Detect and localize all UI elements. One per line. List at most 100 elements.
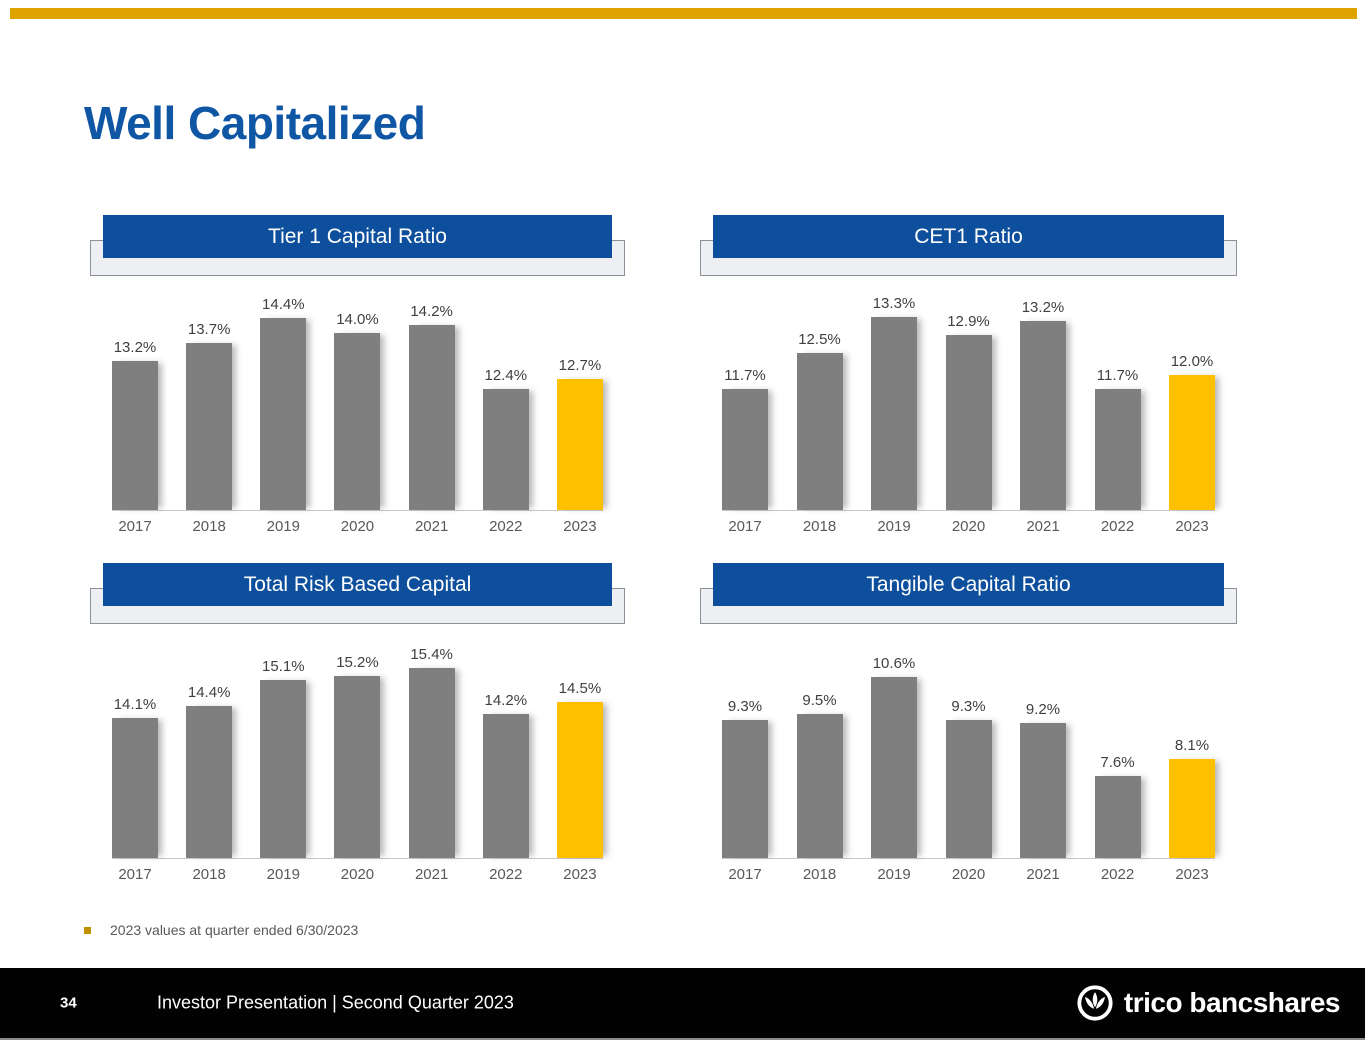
year-label: 2019 xyxy=(877,866,911,883)
bar xyxy=(260,318,307,510)
bar-column: 11.7% xyxy=(722,367,768,510)
bar-column: 9.3% xyxy=(945,698,992,858)
company-logo: trico bancshares xyxy=(1076,984,1341,1022)
bar-value-label: 13.2% xyxy=(1021,299,1065,316)
bar-value-label: 7.6% xyxy=(1100,754,1135,771)
year-label: 2022 xyxy=(489,518,523,535)
year-label: 2019 xyxy=(266,518,300,535)
bar-column: 14.4% xyxy=(186,684,233,858)
bar-value-label: 15.4% xyxy=(410,646,453,663)
bar-value-label: 14.2% xyxy=(484,692,528,709)
year-label: 2017 xyxy=(118,866,152,883)
bar-column: 12.4% xyxy=(482,367,529,510)
charts-grid: Tier 1 Capital Ratio 13.2% 13.7% 14.4% 14.0… xyxy=(90,215,1237,883)
bar xyxy=(186,343,233,510)
bar-value-label: 11.7% xyxy=(1096,367,1139,384)
bar-column: 12.9% xyxy=(945,313,992,510)
chart-header: Total Risk Based Capital xyxy=(90,563,625,624)
bar xyxy=(334,333,381,510)
year-label: 2022 xyxy=(489,866,523,883)
bar-column: 14.1% xyxy=(112,696,158,858)
year-label: 2018 xyxy=(192,866,226,883)
chart-header: CET1 Ratio xyxy=(700,215,1237,276)
footer-bar: 34 Investor Presentation | Second Quarte… xyxy=(0,968,1365,1040)
bar-value-label: 11.7% xyxy=(724,367,766,384)
year-label: 2023 xyxy=(1175,866,1209,883)
bar-value-label: 12.9% xyxy=(947,313,990,330)
year-label: 2017 xyxy=(118,518,152,535)
footnote-text: 2023 values at quarter ended 6/30/2023 xyxy=(110,922,359,938)
chart-title-bar: CET1 Ratio xyxy=(713,215,1224,258)
bar-column: 15.2% xyxy=(334,654,381,858)
chart-year-axis: 2017 2018 2019 2020 2021 2022 2023 xyxy=(112,859,603,883)
year-label: 2021 xyxy=(1026,866,1060,883)
year-label: 2020 xyxy=(951,866,986,883)
bar-value-label: 10.6% xyxy=(872,655,916,672)
year-label: 2018 xyxy=(192,518,226,535)
bar-value-label: 15.1% xyxy=(262,658,305,675)
bar-value-label: 12.5% xyxy=(798,331,841,348)
year-label: 2023 xyxy=(563,866,597,883)
bar-column: 14.4% xyxy=(260,296,307,510)
bar-column: 13.2% xyxy=(112,339,158,510)
year-label: 2019 xyxy=(266,866,300,883)
year-label: 2022 xyxy=(1100,866,1135,883)
bar xyxy=(722,389,768,510)
bar xyxy=(186,706,233,858)
bar-value-label: 9.2% xyxy=(1025,701,1061,718)
bar xyxy=(796,353,843,510)
bar-column: 12.7% xyxy=(556,357,603,510)
chart-panel-tangible-capital-ratio: Tangible Capital Ratio 9.3% 9.5% 10.6% 9.3%… xyxy=(700,563,1237,883)
bar-column: 8.1% xyxy=(1169,737,1215,858)
bar-column: 14.0% xyxy=(334,311,381,510)
chart-header: Tangible Capital Ratio xyxy=(700,563,1237,624)
chart-plot-area: 14.1% 14.4% 15.1% 15.2% 15.4% 14.2% 14.5% xyxy=(112,624,603,859)
bar-column: 10.6% xyxy=(871,655,917,858)
chart-plot-area: 9.3% 9.5% 10.6% 9.3% 9.2% 7.6% 8.1% xyxy=(722,624,1215,859)
page-number: 34 xyxy=(60,994,77,1012)
bar-value-label: 12.7% xyxy=(558,357,602,374)
bar-column: 11.7% xyxy=(1094,367,1141,510)
chart-title-bar: Tier 1 Capital Ratio xyxy=(103,215,612,258)
bar-column: 7.6% xyxy=(1094,754,1141,858)
bar xyxy=(722,720,768,858)
bar-column: 14.5% xyxy=(556,680,603,858)
bar-highlighted xyxy=(556,379,603,510)
bar-column: 9.2% xyxy=(1020,701,1066,858)
bar-column: 13.3% xyxy=(871,295,917,510)
bar-highlighted xyxy=(556,702,603,858)
bar xyxy=(871,677,917,858)
bar-column: 14.2% xyxy=(482,692,529,858)
bullet-square-icon xyxy=(84,926,91,934)
bar xyxy=(482,714,529,858)
year-label: 2020 xyxy=(340,866,375,883)
chart-title-bar: Tangible Capital Ratio xyxy=(713,563,1224,606)
bar xyxy=(1020,321,1066,510)
bar-column: 13.7% xyxy=(186,321,233,510)
bar xyxy=(112,718,158,858)
bar xyxy=(945,335,992,510)
chart-panel-total-risk-based-capital: Total Risk Based Capital 14.1% 14.4% 15.1%… xyxy=(90,563,625,883)
chart-plot-area: 13.2% 13.7% 14.4% 14.0% 14.2% 12.4% 12.7% xyxy=(112,276,603,511)
bar-value-label: 15.2% xyxy=(336,654,379,671)
chart-panel-cet1-ratio: CET1 Ratio 11.7% 12.5% 13.3% 12.9% 13.2% 11.7… xyxy=(700,215,1237,535)
bar xyxy=(260,680,307,858)
slide-title: Well Capitalized xyxy=(84,97,426,149)
bar-value-label: 14.5% xyxy=(558,680,602,697)
bar-value-label: 12.0% xyxy=(1170,353,1214,370)
chart-year-axis: 2017 2018 2019 2020 2021 2022 2023 xyxy=(722,511,1215,535)
bar-column: 15.4% xyxy=(408,646,455,858)
bar xyxy=(112,361,158,510)
bar-column: 12.0% xyxy=(1169,353,1215,510)
bar-highlighted xyxy=(1169,375,1215,510)
bar-value-label: 14.4% xyxy=(187,684,231,701)
bar-value-label: 9.3% xyxy=(951,698,986,715)
chart-year-axis: 2017 2018 2019 2020 2021 2022 2023 xyxy=(722,859,1215,883)
trico-tulip-circle-icon xyxy=(1076,984,1114,1022)
year-label: 2021 xyxy=(414,518,449,535)
year-label: 2022 xyxy=(1100,518,1135,535)
top-accent-rule xyxy=(10,8,1357,19)
bar-highlighted xyxy=(1169,759,1215,858)
bar-column: 12.5% xyxy=(796,331,843,510)
bar xyxy=(1094,776,1141,858)
